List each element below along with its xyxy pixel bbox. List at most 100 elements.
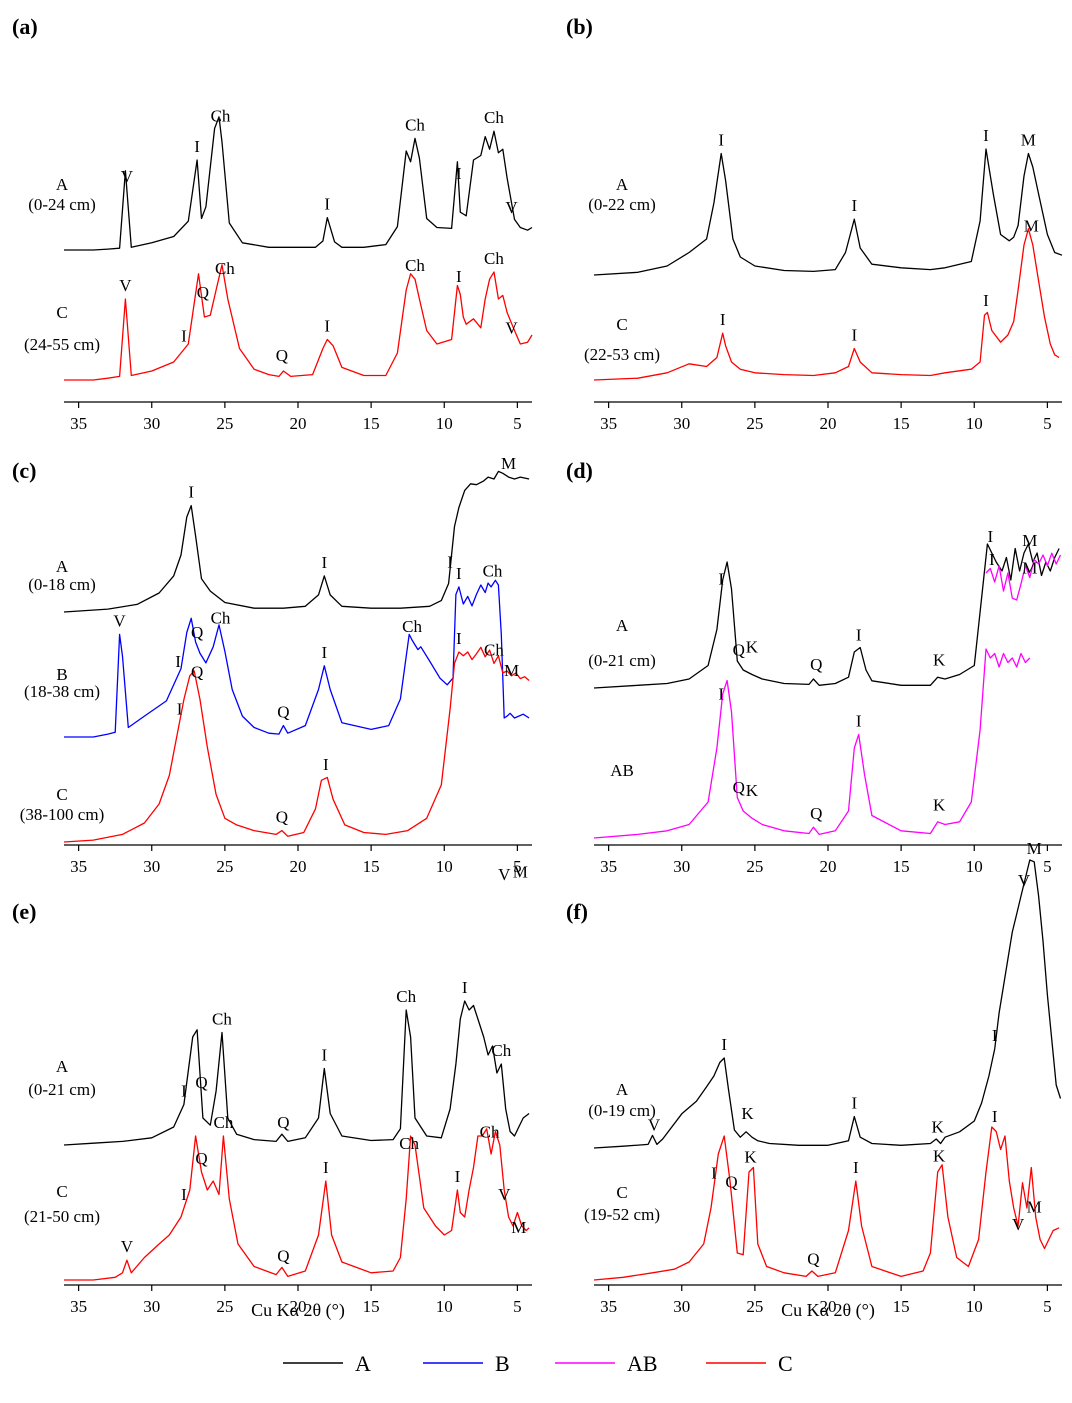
horizon-label: C: [56, 303, 67, 322]
x-tick-label: 15: [363, 857, 380, 876]
peak-label: V: [121, 167, 134, 186]
depth-label: (19-52 cm): [584, 1205, 660, 1224]
peak-label: Q: [810, 804, 822, 823]
x-tick-label: 35: [70, 1297, 87, 1316]
peak-label: Q: [276, 808, 288, 827]
peak-label: I: [323, 755, 329, 774]
x-tick-label: 20: [820, 414, 837, 433]
x-tick-label: 5: [513, 1297, 522, 1316]
panel-label: (c): [12, 458, 36, 483]
x-tick-label: 15: [893, 1297, 910, 1316]
peak-label: I: [456, 164, 462, 183]
x-tick-label: 30: [143, 857, 160, 876]
x-tick-label: 25: [746, 1297, 763, 1316]
peak-label: Ch: [484, 640, 504, 659]
series-line-c: [64, 264, 533, 381]
peak-label: K: [746, 781, 759, 800]
peak-label: I: [856, 712, 862, 731]
x-tick-label: 25: [216, 857, 233, 876]
x-tick-label: 25: [216, 1297, 233, 1316]
x-tick-label: 30: [673, 857, 690, 876]
peak-label: Ch: [396, 987, 416, 1006]
peak-label: Ch: [405, 115, 425, 134]
x-tick-label: 20: [290, 857, 307, 876]
peak-label: Ch: [211, 609, 231, 628]
peak-label: Q: [277, 1113, 289, 1132]
peak-label: V: [648, 1115, 661, 1134]
peak-label: I: [324, 195, 330, 214]
x-tick-label: 15: [363, 414, 380, 433]
peak-label: I: [323, 1158, 329, 1177]
x-tick-label: 15: [363, 1297, 380, 1316]
peak-label: V: [1018, 871, 1031, 890]
panel-label: (d): [566, 458, 593, 483]
panel-f: (f) 35 30 25 20 15 10 5 A (0-19 cm) C (19-52 cm) V I K…: [566, 839, 1062, 1316]
depth-label: (18-38 cm): [24, 682, 100, 701]
series-line-c: [593, 228, 1060, 381]
x-tick-label: 30: [673, 1297, 690, 1316]
legend-label: AB: [627, 1351, 658, 1376]
peak-label: K: [932, 1118, 945, 1137]
depth-label: (21-50 cm): [24, 1207, 100, 1226]
x-tick-label: 15: [893, 857, 910, 876]
peak-label: V: [121, 1237, 134, 1256]
legend-label: A: [355, 1351, 371, 1376]
peak-label: I: [177, 699, 183, 718]
peak-label: V: [505, 318, 518, 337]
peak-label: I: [989, 550, 995, 569]
peak-label: Ch: [480, 1123, 500, 1142]
horizon-label: A: [616, 1080, 629, 1099]
peak-label: I: [721, 1035, 727, 1054]
panel-label: (f): [566, 899, 588, 924]
peak-label: M: [1022, 531, 1037, 550]
panel-label: (a): [12, 14, 38, 39]
x-tick-label: 20: [820, 1297, 837, 1316]
peak-label: Q: [191, 623, 203, 642]
peak-label: I: [181, 326, 187, 345]
peak-label: K: [933, 651, 946, 670]
peak-label: M: [511, 1218, 526, 1237]
series-line-b: [64, 579, 530, 738]
x-tick-label: 25: [746, 857, 763, 876]
x-tick-label: 20: [290, 1297, 307, 1316]
horizon-label: A: [616, 616, 629, 635]
peak-label: Ch: [483, 562, 503, 581]
peak-label: I: [194, 137, 200, 156]
peak-label: I: [175, 652, 181, 671]
peak-label: I: [988, 527, 994, 546]
peak-label: K: [746, 638, 759, 657]
peak-label: I: [456, 564, 462, 583]
horizon-label: A: [616, 175, 629, 194]
peak-label: Q: [725, 1172, 737, 1191]
peak-label: I: [992, 1107, 998, 1126]
series-line-a: [63, 470, 530, 613]
legend-item-c: C: [706, 1351, 793, 1376]
peak-label: M: [1027, 839, 1042, 858]
peak-label: Q: [195, 1149, 207, 1168]
series-line-c: [64, 1128, 530, 1281]
x-tick-label: 35: [70, 414, 87, 433]
peak-label: K: [741, 1104, 754, 1123]
legend-item-ab: AB: [555, 1351, 658, 1376]
peak-label: I: [321, 643, 327, 662]
peak-label: Q: [195, 1073, 207, 1092]
peak-label: Ch: [213, 1113, 233, 1132]
series-line-ab: [985, 552, 1062, 601]
peak-label: Ch: [405, 256, 425, 275]
peak-label: M: [1024, 217, 1039, 236]
peak-label: M: [1022, 559, 1037, 578]
x-tick-label: 35: [600, 857, 617, 876]
depth-label: (0-22 cm): [588, 195, 656, 214]
peak-label: Q: [277, 1247, 289, 1266]
x-tick-label: 10: [966, 414, 983, 433]
horizon-label: AB: [610, 761, 634, 780]
x-tick-label: 15: [893, 414, 910, 433]
panel-c: (c) 35 30 25 20 15 10 5 A(0-18 cm) B(18-38 cm) C(3…: [12, 454, 532, 884]
peak-label: I: [321, 1046, 327, 1065]
peak-label: Ch: [491, 1041, 511, 1060]
x-tick-label: 10: [436, 1297, 453, 1316]
panel-label: (b): [566, 14, 593, 39]
depth-label: (0-24 cm): [28, 195, 96, 214]
